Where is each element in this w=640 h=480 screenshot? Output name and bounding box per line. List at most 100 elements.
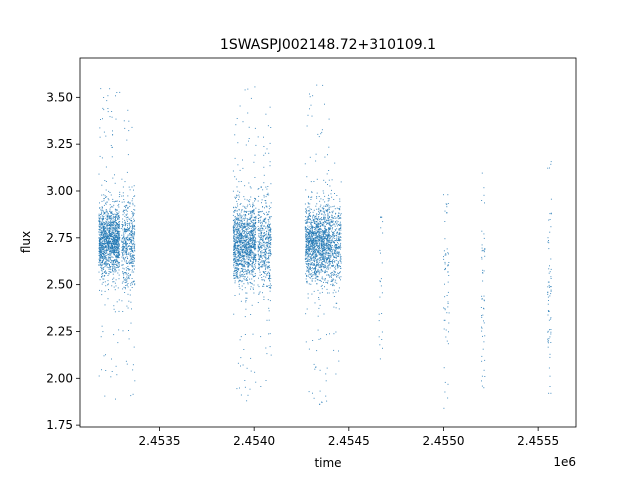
scatter-point bbox=[254, 223, 256, 225]
scatter-point bbox=[253, 271, 255, 273]
scatter-point bbox=[246, 248, 248, 249]
scatter-point bbox=[102, 262, 103, 263]
scatter-point bbox=[316, 276, 318, 278]
scatter-point bbox=[99, 218, 101, 220]
scatter-point bbox=[105, 233, 107, 235]
scatter-point bbox=[105, 202, 106, 204]
scatter-point bbox=[321, 213, 323, 215]
scatter-point bbox=[320, 237, 322, 239]
scatter-point bbox=[108, 259, 110, 261]
scatter-point bbox=[108, 231, 110, 232]
scatter-point bbox=[245, 252, 247, 254]
scatter-point bbox=[312, 254, 313, 256]
scatter-point bbox=[238, 227, 240, 229]
scatter-point bbox=[234, 248, 236, 250]
scatter-point bbox=[239, 191, 241, 193]
scatter-point bbox=[324, 229, 326, 231]
scatter-point bbox=[101, 273, 103, 275]
scatter-point bbox=[244, 276, 246, 278]
scatter-point bbox=[323, 245, 325, 247]
scatter-point bbox=[115, 232, 117, 234]
scatter-point bbox=[321, 243, 323, 244]
scatter-point bbox=[240, 181, 242, 182]
scatter-point bbox=[236, 200, 238, 202]
scatter-point bbox=[112, 130, 113, 132]
scatter-point bbox=[326, 250, 328, 252]
scatter-point bbox=[111, 156, 113, 158]
scatter-point bbox=[129, 226, 131, 228]
scatter-point bbox=[103, 212, 105, 214]
scatter-point bbox=[236, 219, 238, 221]
scatter-point bbox=[305, 258, 307, 260]
scatter-point bbox=[316, 242, 318, 244]
scatter-point bbox=[268, 258, 270, 260]
scatter-point bbox=[101, 220, 103, 222]
scatter-point bbox=[106, 224, 108, 225]
scatter-point bbox=[130, 256, 132, 258]
scatter-point bbox=[103, 263, 105, 265]
scatter-point bbox=[235, 252, 237, 254]
scatter-point bbox=[317, 225, 319, 227]
scatter-point bbox=[238, 235, 240, 237]
scatter-point bbox=[244, 279, 246, 281]
scatter-point bbox=[265, 237, 266, 239]
scatter-point bbox=[245, 249, 247, 251]
scatter-point bbox=[312, 246, 314, 248]
scatter-point bbox=[244, 263, 246, 264]
scatter-point bbox=[311, 262, 313, 263]
scatter-point bbox=[127, 293, 129, 295]
scatter-point bbox=[319, 220, 321, 222]
scatter-point bbox=[309, 212, 311, 214]
scatter-point bbox=[315, 272, 317, 274]
scatter-point bbox=[233, 244, 235, 246]
scatter-point bbox=[322, 250, 324, 252]
scatter-point bbox=[109, 240, 111, 242]
scatter-point bbox=[117, 254, 119, 256]
scatter-point bbox=[115, 229, 117, 231]
scatter-point bbox=[102, 251, 104, 253]
scatter-point bbox=[240, 237, 242, 239]
scatter-point bbox=[309, 232, 311, 233]
scatter-point bbox=[130, 249, 132, 250]
scatter-point bbox=[107, 213, 109, 215]
scatter-point bbox=[249, 248, 251, 250]
scatter-point bbox=[238, 215, 240, 216]
scatter-point bbox=[118, 263, 120, 265]
scatter-point bbox=[261, 238, 263, 240]
scatter-point bbox=[316, 232, 318, 234]
scatter-point bbox=[128, 120, 130, 122]
scatter-point bbox=[308, 241, 310, 243]
scatter-point bbox=[123, 273, 125, 274]
scatter-point bbox=[100, 244, 102, 246]
scatter-point bbox=[108, 245, 110, 247]
scatter-point bbox=[126, 247, 128, 248]
scatter-point bbox=[310, 223, 312, 225]
scatter-point bbox=[109, 226, 111, 228]
scatter-point bbox=[129, 247, 131, 249]
scatter-point bbox=[118, 248, 120, 250]
scatter-point bbox=[254, 234, 256, 236]
scatter-point bbox=[243, 242, 245, 244]
scatter-point bbox=[250, 246, 252, 247]
scatter-point bbox=[319, 213, 321, 215]
scatter-point bbox=[264, 273, 266, 275]
scatter-point bbox=[244, 263, 246, 265]
scatter-point bbox=[124, 230, 126, 232]
scatter-point bbox=[309, 230, 311, 232]
scatter-point bbox=[312, 219, 314, 221]
scatter-point bbox=[314, 246, 316, 248]
scatter-point bbox=[232, 190, 234, 192]
scatter-point bbox=[305, 216, 306, 218]
scatter-point bbox=[249, 236, 251, 238]
scatter-point bbox=[242, 250, 244, 252]
scatter-point bbox=[250, 357, 252, 359]
scatter-point bbox=[131, 250, 133, 252]
scatter-point bbox=[101, 243, 103, 245]
scatter-point bbox=[237, 271, 239, 273]
scatter-point bbox=[101, 246, 103, 248]
scatter-point bbox=[129, 224, 131, 226]
scatter-point bbox=[105, 226, 107, 228]
scatter-point bbox=[245, 243, 247, 245]
scatter-point bbox=[130, 236, 132, 238]
scatter-point bbox=[251, 230, 253, 232]
